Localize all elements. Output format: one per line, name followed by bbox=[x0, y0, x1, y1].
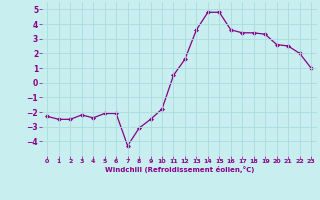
X-axis label: Windchill (Refroidissement éolien,°C): Windchill (Refroidissement éolien,°C) bbox=[105, 166, 254, 173]
